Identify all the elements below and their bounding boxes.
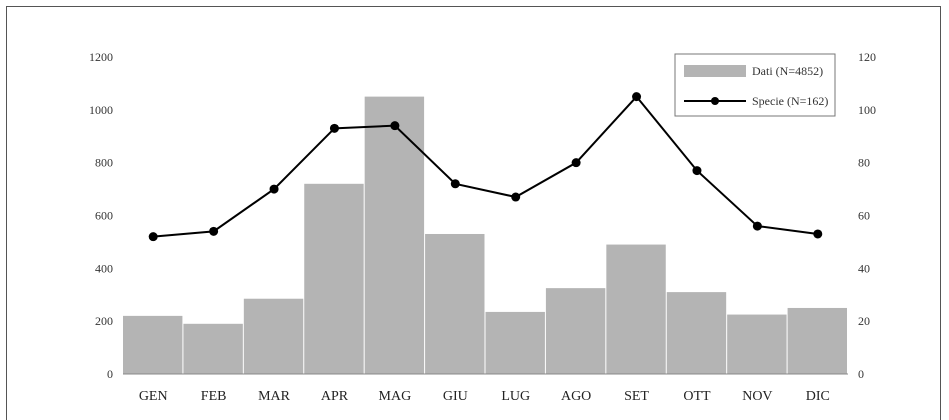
species-point-feb: [209, 226, 219, 236]
species-point-ott: [692, 166, 702, 176]
left-tick-label: 200: [95, 314, 113, 328]
species-point-set: [632, 92, 642, 102]
species-point-mag: [390, 121, 400, 131]
bar-gen: [123, 315, 183, 374]
bar-ott: [666, 292, 727, 374]
right-tick-label: 120: [858, 50, 876, 64]
x-tick-label: MAR: [258, 389, 291, 404]
x-tick-label: OTT: [683, 389, 711, 404]
species-point-gen: [148, 232, 158, 242]
right-tick-label: 40: [858, 261, 870, 275]
x-axis: GEN FEB MAR APR MAG GIU LUG AGO SET OTT NOV DIC: [139, 389, 830, 404]
bar-dic: [787, 307, 847, 374]
bar-ago: [545, 288, 606, 374]
legend-swatch-bars: [684, 65, 746, 77]
legend-label-line: Specie (N=162): [752, 94, 828, 108]
species-point-apr: [329, 123, 339, 133]
line-series: [148, 92, 823, 242]
left-tick-label: 0: [107, 367, 113, 381]
x-tick-label: AGO: [561, 389, 591, 404]
x-tick-label: FEB: [201, 389, 227, 404]
bar-feb: [183, 323, 243, 374]
right-axis: 0 20 40 60 80 100 120: [858, 50, 876, 381]
right-tick-label: 100: [858, 103, 876, 117]
legend-box: [674, 53, 836, 117]
left-tick-label: 1200: [89, 50, 113, 64]
left-axis: 0 200 400 600 800 1000 1200: [89, 50, 113, 381]
bar-set: [606, 244, 666, 374]
x-tick-label: MAG: [379, 389, 412, 404]
bar-apr: [304, 183, 364, 374]
x-tick-label: GIU: [443, 389, 468, 404]
x-tick-label: GEN: [139, 389, 168, 404]
bar-series: [123, 96, 847, 374]
right-tick-label: 20: [858, 314, 870, 328]
right-tick-label: 80: [858, 156, 870, 170]
x-tick-label: LUG: [501, 389, 530, 404]
bar-giu: [425, 233, 485, 374]
bar-mag: [364, 96, 425, 374]
right-tick-label: 0: [858, 367, 864, 381]
bar-mar: [243, 298, 304, 374]
right-tick-label: 60: [858, 209, 870, 223]
species-point-mar: [269, 184, 279, 194]
x-tick-label: SET: [624, 389, 649, 404]
x-tick-label: DIC: [806, 389, 830, 404]
species-point-giu: [450, 179, 460, 189]
left-tick-label: 1000: [89, 103, 113, 117]
species-point-nov: [752, 221, 762, 231]
bar-lug: [485, 311, 545, 374]
left-tick-label: 800: [95, 156, 113, 170]
left-tick-label: 400: [95, 261, 113, 275]
x-tick-label: NOV: [742, 389, 772, 404]
species-point-lug: [511, 192, 521, 202]
x-tick-label: APR: [321, 389, 349, 404]
left-tick-label: 600: [95, 209, 113, 223]
species-point-ago: [571, 158, 581, 168]
species-line: [153, 95, 818, 238]
bar-nov: [727, 314, 787, 374]
legend-label-bars: Dati (N=4852): [752, 64, 823, 78]
legend-swatch-marker: [711, 97, 719, 105]
species-point-dic: [813, 229, 823, 239]
legend: Dati (N=4852) Specie (N=162): [674, 53, 836, 117]
